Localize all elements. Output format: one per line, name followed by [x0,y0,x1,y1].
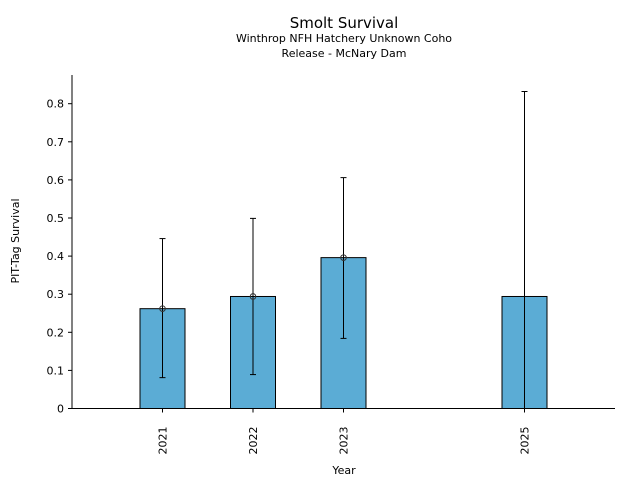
chart-title: Smolt Survival [290,14,399,32]
y-tick-label: 0.4 [47,250,65,263]
error-bars-group [159,91,528,409]
y-tick-label: 0 [57,403,64,416]
chart-subtitle-line-1: Winthrop NFH Hatchery Unknown Coho [236,32,452,45]
x-axis-label: Year [331,464,356,477]
y-tick-label: 0.2 [47,326,65,339]
x-tick-label: 2023 [338,427,351,455]
y-ticks-group: 0 0.1 0.2 0.3 0.4 0.5 0.6 0.7 0.8 [47,98,72,416]
y-axis-label: PIT-Tag Survival [9,198,22,283]
point-marker-2021 [159,305,166,312]
y-tick-label: 0.8 [47,98,65,111]
x-tick-label: 2021 [157,427,170,455]
x-tick-label: 2022 [247,427,260,455]
y-tick-label: 0.5 [47,212,65,225]
y-tick-label: 0.1 [47,364,65,377]
chart-subtitle-line-2: Release - McNary Dam [282,47,407,60]
point-marker-2022 [249,293,257,300]
y-tick-label: 0.3 [47,288,65,301]
x-ticks-group: 2021 2022 2023 2025 [157,408,532,455]
y-tick-label: 0.6 [47,174,65,187]
y-tick-label: 0.7 [47,136,65,149]
x-tick-label: 2025 [519,427,532,455]
point-marker-2023 [340,254,347,261]
